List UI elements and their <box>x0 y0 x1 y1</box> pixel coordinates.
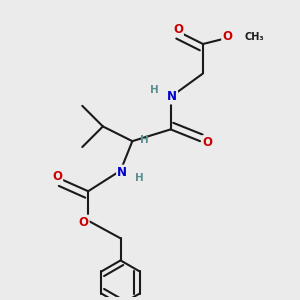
Text: H: H <box>135 173 144 183</box>
Text: O: O <box>173 23 183 36</box>
Text: N: N <box>167 91 177 103</box>
Text: O: O <box>202 136 212 149</box>
Text: O: O <box>222 30 232 43</box>
Text: O: O <box>52 170 62 183</box>
Text: N: N <box>117 166 127 178</box>
Text: H: H <box>140 135 148 145</box>
Text: H: H <box>150 85 159 94</box>
Text: O: O <box>79 216 89 229</box>
Text: CH₃: CH₃ <box>244 32 264 42</box>
